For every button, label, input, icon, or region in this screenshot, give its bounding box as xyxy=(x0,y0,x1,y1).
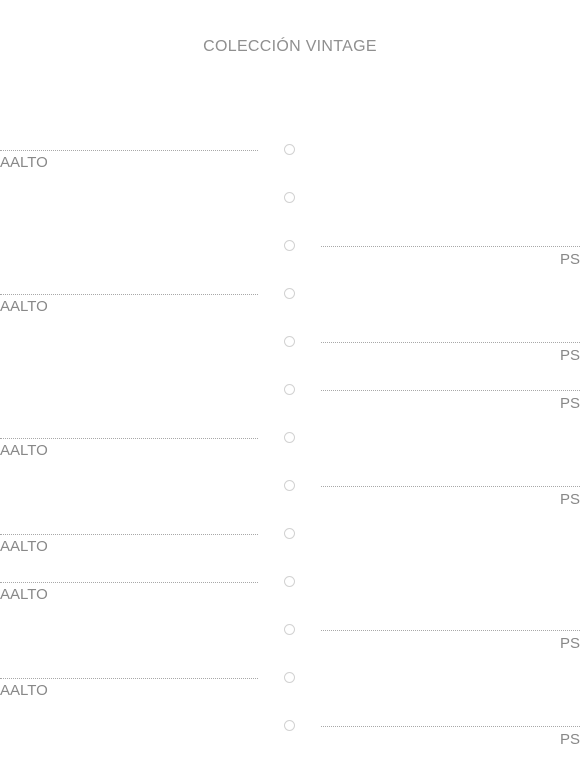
timeline-dot-icon xyxy=(284,720,295,731)
entry-label: AALTO xyxy=(0,682,48,699)
timeline-dot-icon xyxy=(284,576,295,587)
entry-label: PS xyxy=(559,731,580,748)
entry-label: AALTO xyxy=(0,298,48,315)
entry-label: AALTO xyxy=(0,586,48,603)
timeline-dot-icon xyxy=(284,192,295,203)
entry-label: PS xyxy=(559,491,580,508)
timeline-dot-icon xyxy=(284,624,295,635)
dotted-divider xyxy=(0,534,258,535)
timeline-entry-left[interactable]: AALTO xyxy=(0,150,258,171)
entry-label: PS xyxy=(559,395,580,412)
entry-label: PS xyxy=(559,347,580,364)
timeline-entry-right[interactable]: PS xyxy=(321,726,580,748)
timeline-entry-right[interactable]: PS xyxy=(321,246,580,268)
entry-label: PS xyxy=(559,251,580,268)
timeline-entry-left[interactable]: AALTO xyxy=(0,582,258,603)
dotted-divider xyxy=(0,150,258,151)
timeline-dot-icon xyxy=(284,336,295,347)
dotted-divider xyxy=(321,342,580,343)
timeline-dot-icon xyxy=(284,528,295,539)
timeline-entry-left[interactable]: AALTO xyxy=(0,534,258,555)
entry-label: PS xyxy=(559,635,580,652)
timeline-dot-icon xyxy=(284,432,295,443)
page-title: COLECCIÓN VINTAGE xyxy=(203,38,377,55)
timeline-entry-right[interactable]: PS xyxy=(321,486,580,508)
timeline-entry-left[interactable]: AALTO xyxy=(0,294,258,315)
dotted-divider xyxy=(321,246,580,247)
timeline-dot-icon xyxy=(284,240,295,251)
entry-label: AALTO xyxy=(0,538,48,555)
dotted-divider xyxy=(321,630,580,631)
dotted-divider xyxy=(0,294,258,295)
entry-label: AALTO xyxy=(0,442,48,459)
dotted-divider xyxy=(0,438,258,439)
timeline-entry-left[interactable]: AALTO xyxy=(0,678,258,699)
timeline-dot-icon xyxy=(284,480,295,491)
timeline-dot-icon xyxy=(284,672,295,683)
dotted-divider xyxy=(321,390,580,391)
dotted-divider xyxy=(321,486,580,487)
entry-label: AALTO xyxy=(0,154,48,171)
dotted-divider xyxy=(0,678,258,679)
timeline-entry-right[interactable]: PS xyxy=(321,630,580,652)
dotted-divider xyxy=(0,582,258,583)
timeline-entry-right[interactable]: PS xyxy=(321,390,580,412)
timeline-dot-icon xyxy=(284,384,295,395)
timeline-entry-left[interactable]: AALTO xyxy=(0,438,258,459)
dotted-divider xyxy=(321,726,580,727)
timeline-dot-icon xyxy=(284,144,295,155)
timeline-entry-right[interactable]: PS xyxy=(321,342,580,364)
timeline-dot-icon xyxy=(284,288,295,299)
